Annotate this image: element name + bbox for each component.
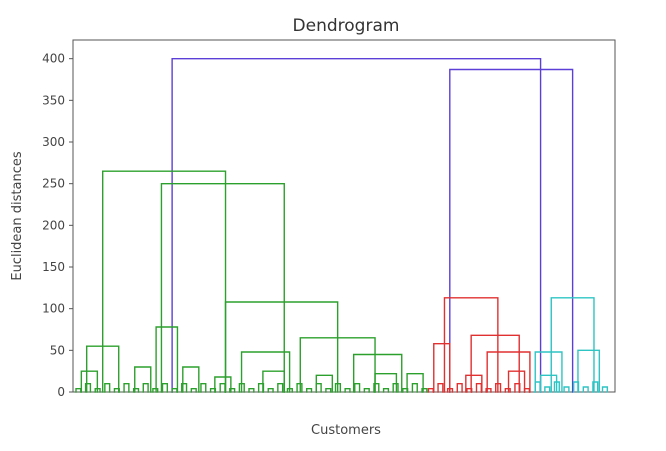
dendrogram-link	[134, 366, 152, 393]
leaf-link	[563, 386, 570, 393]
y-tick-label: 100	[42, 302, 65, 316]
dendrogram-link	[240, 351, 291, 393]
dendrogram-link	[550, 297, 595, 393]
leaf-link	[466, 387, 473, 393]
y-axis-label: Euclidean distances	[10, 151, 25, 280]
dendrogram-link	[352, 353, 403, 393]
dendrogram-link	[374, 372, 398, 393]
leaf-link	[181, 382, 188, 393]
leaf-link	[553, 381, 560, 393]
leaf-link	[229, 387, 236, 393]
leaf-link	[315, 382, 322, 393]
dendrogram-link	[224, 301, 339, 393]
leaf-link	[572, 381, 580, 393]
dendrogram-link	[85, 345, 120, 393]
leaf-link	[75, 387, 82, 393]
leaf-link	[200, 382, 207, 393]
plot-frame	[72, 39, 616, 393]
dendrogram-link	[80, 370, 99, 393]
chart-title: Dendrogram	[293, 16, 400, 36]
leaf-link	[534, 381, 541, 393]
leaf-link	[334, 382, 342, 393]
leaf-link	[219, 382, 226, 393]
leaf-link	[161, 382, 169, 393]
y-tick-label: 250	[42, 177, 65, 191]
leaf-link	[354, 382, 361, 393]
leaf-link	[104, 382, 111, 393]
leaf-link	[582, 386, 589, 393]
leaf-link	[325, 387, 332, 393]
leaf-link	[286, 387, 293, 393]
leaf-link	[544, 386, 551, 393]
y-axis: 0 50 100 150 200 250 300 350 400	[42, 52, 73, 399]
leaf-link	[456, 382, 463, 393]
leaf-link	[267, 387, 274, 393]
dendrogram-link	[214, 376, 232, 393]
leaf-link	[504, 387, 511, 393]
dendrogram-link	[534, 351, 563, 393]
dendrogram-link	[299, 337, 376, 393]
dendrogram-link	[262, 370, 285, 393]
x-axis-label: Customers	[311, 423, 381, 438]
leaf-link	[392, 382, 399, 393]
dendrogram-link	[486, 351, 531, 393]
leaf-link	[257, 382, 265, 393]
leaf-link	[132, 387, 140, 393]
leaf-link	[142, 382, 149, 393]
leaf-link	[485, 387, 492, 393]
leaf-link	[495, 382, 502, 393]
leaf-link	[248, 387, 255, 393]
y-tick-label: 350	[42, 93, 65, 107]
dendrogram-link	[507, 370, 526, 393]
leaf-link	[402, 387, 409, 393]
y-tick-label: 200	[42, 218, 65, 232]
leaf-link	[523, 387, 531, 393]
leaf-link	[411, 382, 418, 393]
y-tick-label: 0	[57, 385, 65, 399]
leaf-link	[238, 382, 245, 393]
leaf-link	[123, 382, 130, 393]
leaf-link	[344, 387, 351, 393]
dendrogram-link	[443, 297, 499, 393]
y-tick-label: 400	[42, 52, 65, 66]
dendrogram-link	[102, 170, 227, 393]
leaf-link	[373, 382, 380, 393]
leaf-link	[277, 382, 284, 393]
dendrogram-leaves	[75, 381, 609, 393]
leaf-link	[84, 382, 92, 393]
leaf-link	[592, 381, 599, 393]
leaf-link	[514, 382, 521, 393]
leaf-link	[421, 387, 428, 393]
leaf-link	[152, 387, 159, 393]
dendrogram-link	[577, 349, 601, 393]
dendrogram-link	[155, 326, 179, 393]
leaf-link	[171, 387, 178, 393]
dendrogram-link	[182, 366, 200, 393]
dendrogram-link	[406, 372, 424, 393]
dendrogram-link	[171, 57, 542, 393]
dendrogram-link	[433, 342, 451, 393]
y-tick-label: 50	[50, 343, 65, 357]
y-tick-label: 150	[42, 260, 65, 274]
dendrogram-link	[160, 182, 285, 393]
leaf-link	[190, 387, 197, 393]
dendrogram-link	[449, 68, 574, 393]
leaf-link	[363, 387, 370, 393]
dendrogram-links	[80, 57, 601, 393]
y-tick-label: 300	[42, 135, 65, 149]
dendrogram-link	[470, 334, 520, 393]
leaf-link	[437, 382, 444, 393]
leaf-link	[475, 382, 483, 393]
leaf-link	[209, 387, 217, 393]
leaf-link	[601, 386, 609, 393]
leaf-link	[427, 387, 434, 393]
leaf-link	[296, 382, 303, 393]
leaf-link	[305, 387, 313, 393]
leaf-link	[446, 387, 454, 393]
leaf-link	[113, 387, 120, 393]
leaf-link	[382, 387, 390, 393]
leaf-link	[94, 387, 101, 393]
